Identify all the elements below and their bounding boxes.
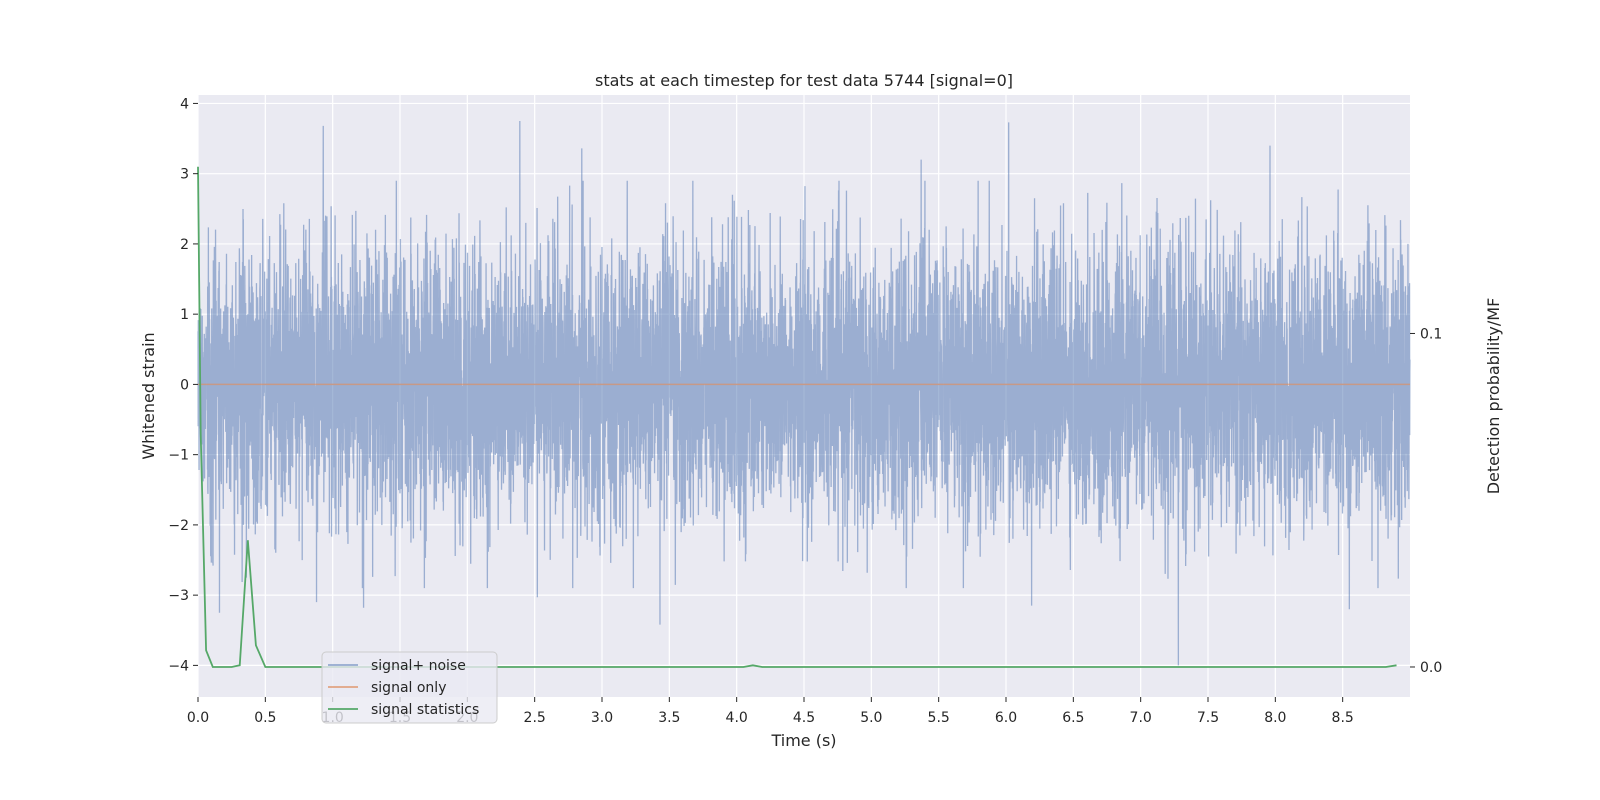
x-tick-label: 8.5 xyxy=(1332,710,1354,726)
y2-tick-label: 0.0 xyxy=(1420,660,1442,676)
y-tick-label: 3 xyxy=(180,167,189,183)
y-tick-label: −4 xyxy=(168,658,189,674)
y-axis-label: Whitened strain xyxy=(139,332,158,459)
y-tick-label: 2 xyxy=(180,237,189,253)
x-tick-label: 3.0 xyxy=(591,710,613,726)
y-tick-label: −1 xyxy=(168,448,189,464)
x-tick-label: 5.0 xyxy=(860,710,882,726)
x-axis-label: Time (s) xyxy=(770,731,836,750)
series-signal-statistics-line xyxy=(197,166,1397,668)
y-tick-label: 1 xyxy=(180,307,189,323)
x-tick-label: 7.5 xyxy=(1197,710,1219,726)
x-tick-label: 4.5 xyxy=(793,710,815,726)
legend-label-signal-only: signal only xyxy=(371,680,446,696)
x-tick-label: 0.0 xyxy=(187,710,209,726)
legend-label-signal-statistics: signal statistics xyxy=(371,702,479,718)
x-tick-label: 8.0 xyxy=(1264,710,1286,726)
series-layer xyxy=(197,120,1411,668)
series-signal-noise-line xyxy=(197,120,1411,666)
x-tick-label: 2.5 xyxy=(524,710,546,726)
y2-tick-label: 0.1 xyxy=(1420,326,1442,342)
y-tick-label: −3 xyxy=(168,588,189,604)
legend-label-signal-noise: signal+ noise xyxy=(371,658,466,674)
x-tick-label: 6.5 xyxy=(1062,710,1084,726)
x-tick-label: 7.0 xyxy=(1130,710,1152,726)
y-tick-label: 0 xyxy=(180,377,189,393)
x-tick-label: 5.5 xyxy=(928,710,950,726)
chart-title: stats at each timestep for test data 574… xyxy=(595,71,1013,90)
x-tick-label: 6.0 xyxy=(995,710,1017,726)
legend: signal+ noise signal only signal statist… xyxy=(321,651,498,724)
y2-axis-label: Detection probability/MF xyxy=(1484,298,1503,495)
x-tick-label: 4.0 xyxy=(726,710,748,726)
legend-box xyxy=(321,651,498,724)
x-tick-label: 0.5 xyxy=(254,710,276,726)
y-tick-label: 4 xyxy=(180,96,189,112)
x-tick-label: 3.5 xyxy=(658,710,680,726)
y-tick-label: −2 xyxy=(168,518,189,534)
